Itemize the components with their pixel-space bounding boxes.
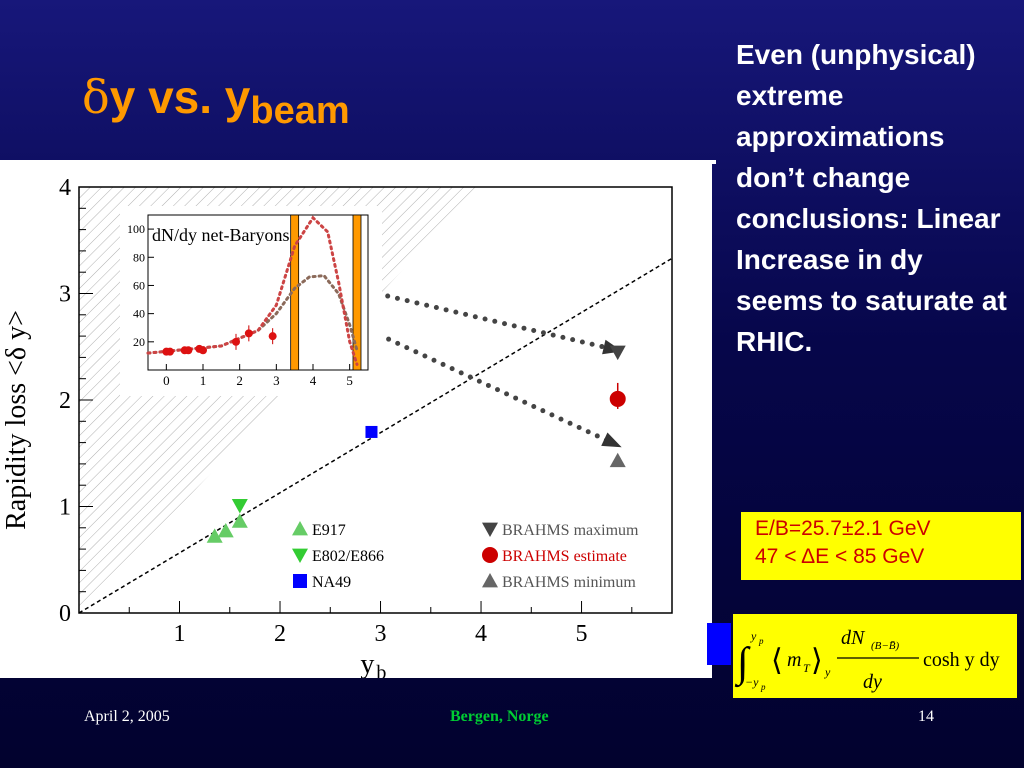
e917-point [217, 522, 234, 538]
mt-symbol: m [787, 649, 801, 671]
inset-x-tick-label: 3 [273, 373, 280, 388]
energy-range: 47 < ΔE < 85 GeV [755, 545, 925, 568]
inset-frame [147, 214, 369, 371]
cosh-term: cosh y dy [923, 649, 1000, 671]
title-main: y vs. y [109, 71, 251, 123]
inset-y-tick-label: 60 [133, 278, 145, 292]
inset-data-point [244, 329, 253, 338]
arrow-head [601, 432, 622, 448]
legend-label-brahms-maximum: BRAHMS maximum [502, 522, 639, 539]
legend-marker-e917 [292, 521, 308, 536]
numerator-subscript: (B−B̄) [871, 640, 900, 652]
inset-title: dN/dy net-Baryons [152, 225, 289, 245]
inset-x-tick-label: 1 [200, 373, 207, 388]
inset-curve-max [146, 215, 359, 366]
integral-sign: ∫ [734, 640, 751, 688]
y-tick-label: 3 [59, 282, 71, 308]
na49-point [365, 425, 378, 438]
conclusion-text: Even (unphysical) extreme approximations… [736, 39, 1007, 357]
denominator: dy [863, 671, 882, 693]
y-axis-title: Rapidity loss <δ y> [1, 310, 32, 530]
brahms-estimate-point [609, 390, 626, 407]
title-subscript: beam [250, 90, 350, 132]
right-angle-bracket: ⟩ [811, 644, 823, 677]
lower-limit: −y [745, 675, 759, 689]
legend-label-brahms-estimate: BRAHMS estimate [502, 548, 627, 565]
y-tick-label: 0 [59, 601, 71, 627]
inset-y-tick-label: 20 [133, 335, 145, 349]
legend-marker-brahms-estimate [482, 547, 498, 563]
inset-x-tick-label: 5 [346, 373, 353, 388]
inset-y-tick-label: 40 [133, 307, 145, 321]
inset-data-point [199, 346, 207, 355]
x-tick-label: 2 [274, 621, 286, 647]
legend-marker-brahms-minimum [482, 573, 498, 588]
x-tick-label: 5 [576, 621, 588, 647]
x-axis-title-subscript: b [376, 662, 386, 678]
footer-page-number: 14 [918, 708, 934, 725]
inset-x-tick-label: 2 [236, 373, 243, 388]
blue-marker-block [707, 623, 731, 665]
inset-data-point [166, 347, 174, 356]
footer-date: April 2, 2005 [84, 708, 170, 725]
y-tick-label: 2 [59, 388, 71, 414]
e917-point [206, 528, 223, 543]
legend-marker-brahms-maximum [482, 522, 498, 537]
legend-label-brahms-minimum: BRAHMS minimum [502, 574, 636, 591]
inset-background [120, 206, 382, 396]
brahms-maximum-point [609, 345, 626, 361]
x-axis-title: y [360, 649, 374, 678]
inset-x-tick-label: 0 [163, 373, 170, 388]
x-tick-label: 4 [475, 621, 487, 647]
inset-y-tick-label: 80 [133, 250, 145, 264]
inset-data-point [232, 337, 240, 346]
rapidity-loss-chart: 1 2 3 4 5 0 1 2 3 4 y b Rapidity loss <δ y> 0 1 2 3 4 5 20… [1, 175, 673, 684]
inset-band [352, 214, 362, 371]
legend-marker-na49 [293, 574, 307, 588]
y-tick-label: 4 [59, 175, 71, 201]
energy-box: E/B=25.7±2.1 GeV 47 < ΔE < 85 GeV [741, 512, 1021, 580]
inset-data-point [184, 346, 193, 355]
legend-label-e917: E917 [312, 522, 346, 539]
slide-title: δy vs. ybeam [82, 70, 350, 133]
inset-data-point [268, 332, 277, 341]
legend-label-e802-e866: E802/E866 [312, 548, 384, 565]
x-tick-label: 3 [375, 621, 387, 647]
dotted-arrow-line [297, 272, 615, 352]
inset-curve-min [146, 274, 359, 355]
lower-limit-sub: p [760, 682, 766, 692]
mt-subscript: T [803, 661, 811, 675]
dotted-arrow-line [367, 328, 615, 446]
e802-e866-point [231, 499, 248, 514]
inset-y-tick-label: 100 [127, 222, 145, 236]
title-rule [0, 160, 716, 164]
formula-svg: ∫ y p −y p ⟨ m T ⟩ y dN (B−B̄) dy cosh y… [734, 627, 1000, 693]
left-angle-bracket: ⟨ [771, 644, 783, 677]
energy-integral-formula: ∫ y p −y p ⟨ m T ⟩ y dN (B−B̄) dy cosh y… [733, 614, 1017, 698]
title-delta: δ [82, 70, 110, 124]
brahms-minimum-point [609, 452, 626, 468]
plot-panel: 1 2 3 4 5 0 1 2 3 4 y b Rapidity loss <δ y> 0 1 2 3 4 5 20… [0, 164, 712, 684]
upper-limit-sub: p [758, 636, 764, 646]
y-tick-label: 1 [59, 495, 71, 521]
bracket-subscript: y [824, 665, 831, 679]
inset-x-tick-label: 4 [310, 373, 317, 388]
upper-limit: y [750, 629, 757, 643]
legend-marker-e802-e866 [292, 548, 308, 563]
energy-per-baryon: E/B=25.7±2.1 GeV [755, 517, 931, 540]
legend-label-na49: NA49 [312, 574, 351, 591]
e917-point [231, 513, 248, 528]
numerator: dN [841, 627, 866, 649]
x-tick-label: 1 [174, 621, 186, 647]
footer-location: Bergen, Norge [450, 708, 549, 725]
